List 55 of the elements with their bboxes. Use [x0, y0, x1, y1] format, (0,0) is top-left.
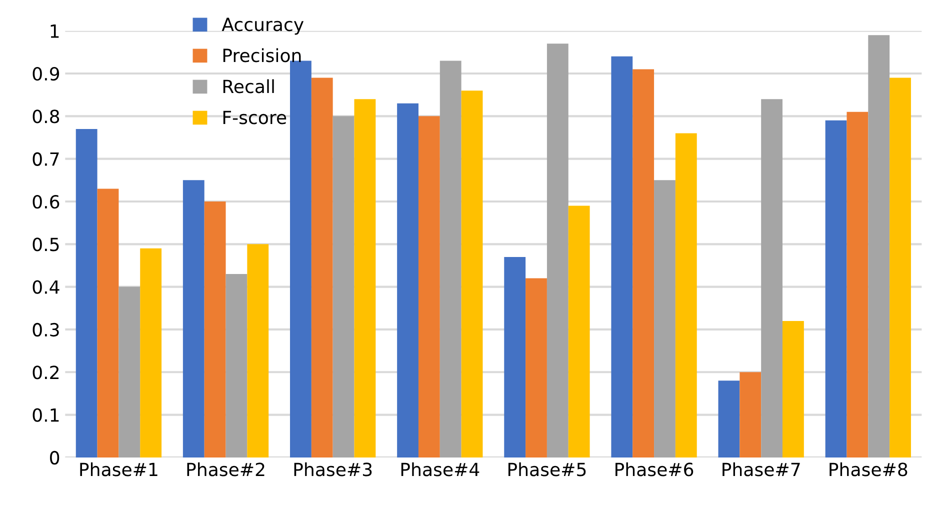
bar [632, 69, 654, 458]
bar [76, 128, 98, 458]
bar [782, 320, 804, 458]
bar [568, 206, 590, 458]
x-tick-label: Phase#2 [187, 462, 264, 476]
x-tick-label: Phase#3 [294, 462, 372, 476]
y-tick-label: 0.9 [32, 66, 60, 81]
bar [440, 60, 462, 458]
y-tick-label: 1 [50, 24, 59, 38]
bar [504, 256, 526, 458]
bar [226, 274, 248, 458]
bar [140, 248, 162, 458]
bar [204, 201, 226, 458]
bar [397, 103, 418, 458]
y-tick-label: 0.7 [32, 152, 59, 166]
legend-label: Recall [223, 79, 274, 94]
bar [825, 120, 847, 458]
y-tick-label: 0.5 [32, 238, 59, 252]
bar [332, 116, 354, 458]
y-tick-label: 0.2 [32, 366, 58, 380]
x-tick-label: Phase#6 [616, 462, 694, 476]
y-tick-label: 0.1 [32, 408, 59, 422]
legend-label: Accuracy [222, 18, 304, 35]
x-tick-label: Phase#1 [80, 462, 158, 476]
bar [846, 112, 868, 458]
bar [311, 78, 333, 458]
bar [546, 44, 568, 458]
bar [418, 116, 440, 458]
y-tick-label: 0.8 [32, 110, 60, 124]
x-tick-label: Phase#7 [722, 462, 800, 476]
bar [868, 35, 890, 458]
y-tick-label: 0.4 [32, 280, 60, 294]
bar [761, 99, 783, 458]
y-tick-label: 0.6 [32, 194, 60, 209]
bar [718, 380, 740, 458]
bar [675, 133, 697, 458]
bar [290, 60, 312, 458]
y-tick-label: 0.3 [32, 322, 59, 337]
y-tick-label: 0 [50, 450, 60, 465]
bar [740, 372, 762, 458]
bar [354, 99, 376, 458]
legend-label: F-score [223, 110, 286, 124]
bar [611, 56, 633, 458]
bar [97, 188, 119, 458]
bar [526, 278, 547, 458]
x-tick-label: Phase#4 [401, 462, 480, 476]
x-tick-label: Phase#5 [508, 462, 586, 476]
bar [461, 90, 483, 458]
x-tick-label: Phase#8 [830, 462, 908, 476]
bar [182, 180, 204, 458]
bar [654, 180, 676, 458]
legend-label: Precision [223, 48, 301, 62]
bar [118, 286, 140, 458]
bar [890, 78, 911, 458]
bar [247, 244, 269, 458]
